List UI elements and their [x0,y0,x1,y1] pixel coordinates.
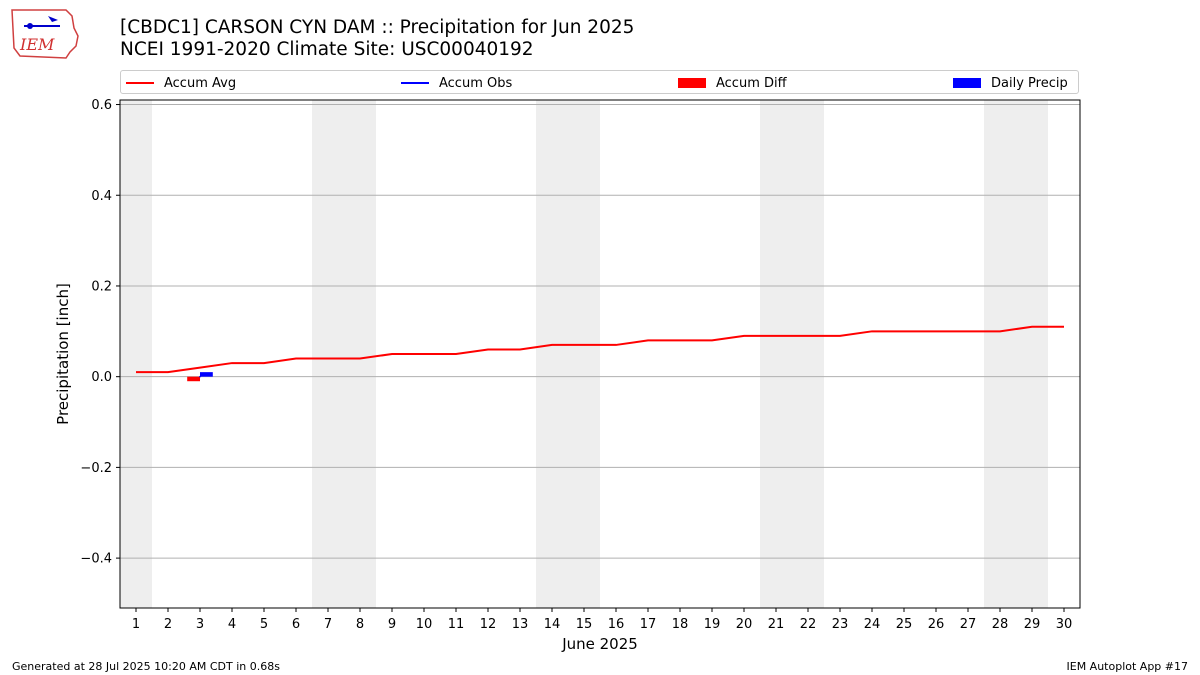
x-tick-label: 13 [512,617,529,632]
legend-swatch [953,78,981,88]
x-axis-label: June 2025 [561,635,638,653]
x-tick-label: 19 [704,617,721,632]
footer-generated: Generated at 28 Jul 2025 10:20 AM CDT in… [12,660,280,673]
accum-avg-line [136,325,1064,374]
y-tick-label: −0.4 [80,552,112,567]
x-tick-label: 2 [164,617,172,632]
x-tick-label: 30 [1056,617,1073,632]
x-tick-label: 3 [196,617,204,632]
bar-series [187,372,213,382]
y-axis-label: Precipitation [inch] [54,283,72,425]
x-tick-label: 14 [544,617,561,632]
x-tick-label: 24 [864,617,881,632]
x-tick-label: 20 [736,617,753,632]
iem-logo: IEM [11,9,79,59]
x-tick-label: 8 [356,617,364,632]
x-tick-label: 26 [928,617,945,632]
accum-obs-line [199,375,201,378]
legend-swatch [678,78,706,88]
x-tick-label: 11 [448,617,465,632]
x-tick-label: 17 [640,617,657,632]
x-tick-label: 10 [416,617,433,632]
x-tick-label: 7 [324,617,332,632]
legend-swatch [126,82,154,84]
grid-lines [120,104,1080,559]
logo-text: IEM [19,35,55,54]
x-tick-label: 12 [480,617,497,632]
plot-frame [119,99,1081,609]
x-tick-label: 25 [896,617,913,632]
y-tick-label: 0.0 [91,370,112,385]
chart-title-line1: [CBDC1] CARSON CYN DAM :: Precipitation … [120,17,635,38]
chart-title-line2: NCEI 1991-2020 Climate Site: USC00040192 [120,39,534,60]
x-tick-label: 15 [576,617,593,632]
legend-swatch [401,82,429,84]
x-tick-label: 16 [608,617,625,632]
legend-item-accum-avg: Accum Avg [126,74,236,92]
legend-label: Accum Avg [164,75,237,91]
weekend-band [984,100,1048,608]
x-tick-label: 28 [992,617,1009,632]
legend-label: Accum Diff [716,75,787,91]
x-tick-label: 4 [228,617,236,632]
x-tick-label: 6 [292,617,300,632]
weekend-band [312,100,376,608]
legend-item-accum-diff: Accum Diff [678,74,787,92]
x-tick-label: 23 [832,617,849,632]
x-tick-label: 18 [672,617,689,632]
x-tick-label: 29 [1024,617,1041,632]
chart-title: [CBDC1] CARSON CYN DAM :: Precipitation … [120,17,634,61]
x-axis-ticks: 1 2 3 4 5 6 7 8 9 10 11 12 13 14 15 16 17 18 19 20 21 22 23 24 2… [132,608,1072,632]
legend-label: Daily Precip [991,75,1068,91]
x-tick-label: 9 [388,617,396,632]
weekend-shading [120,100,1048,608]
line-series [136,325,1064,378]
y-tick-label: 0.2 [91,279,112,294]
legend-label: Accum Obs [439,75,513,91]
footer-app: IEM Autoplot App #17 [1066,660,1189,673]
x-tick-label: 5 [260,617,268,632]
accum-diff-bar [187,376,200,382]
weekend-band [760,100,824,608]
y-tick-label: 0.4 [91,189,112,204]
x-tick-label: 27 [960,617,977,632]
weekend-band [120,100,152,608]
daily-precip-bar [200,372,213,377]
weekend-band [536,100,600,608]
y-axis-ticks: −0.4 −0.2 0.0 0.2 0.4 0.6 [80,98,120,567]
legend-item-accum-obs: Accum Obs [401,74,512,92]
y-tick-label: −0.2 [80,461,112,476]
legend-item-daily-precip: Daily Precip [953,74,1068,92]
y-tick-label: 0.6 [91,98,112,113]
chart-legend: Accum Avg Accum Obs Accum Diff Daily Pre… [120,70,1079,94]
iowa-state-outline [11,9,79,59]
x-tick-label: 22 [800,617,817,632]
x-tick-label: 21 [768,617,785,632]
x-tick-label: 1 [132,617,140,632]
